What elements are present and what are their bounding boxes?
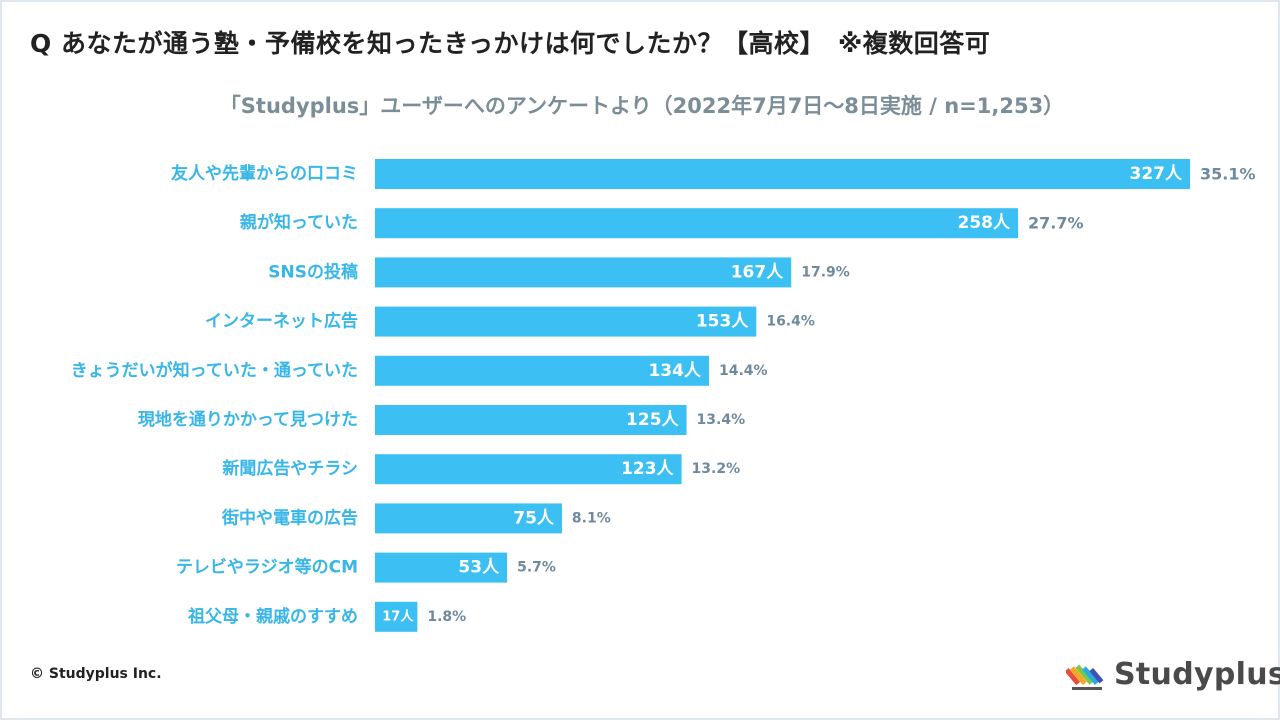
count-label: 17人 [382, 608, 414, 624]
bar [375, 257, 792, 288]
category-label: テレビやラジオ等のCM [176, 557, 358, 578]
bar [375, 405, 687, 435]
chart-subtitle: 「Studyplus」ユーザーへのアンケートより（2022年7月7日〜8日実施 … [219, 94, 1065, 118]
count-label: 123人 [621, 459, 674, 479]
category-label: SNSの投稿 [268, 261, 358, 282]
bar [375, 601, 418, 632]
category-label: 親が知っていた [240, 212, 358, 233]
bar [375, 208, 1019, 239]
percent-label: 13.4% [697, 412, 746, 428]
category-label: 街中や電車の広告 [221, 507, 358, 528]
count-label: 125人 [626, 410, 679, 430]
count-label: 75人 [513, 508, 555, 528]
count-label: 153人 [696, 312, 749, 332]
studyplus-logo: Studyplus [1066, 652, 1280, 696]
count-label: 167人 [731, 262, 784, 282]
percent-label: 13.2% [692, 461, 741, 477]
percent-label: 14.4% [719, 363, 768, 379]
category-label: 祖父母・親戚のすすめ [187, 606, 358, 627]
studyplus-logo-icon [1066, 664, 1104, 690]
bar [375, 159, 1190, 189]
percent-label: 17.9% [801, 264, 850, 280]
studyplus-logo-text: Studyplus [1114, 656, 1280, 692]
count-label: 258人 [958, 213, 1011, 233]
percent-label: 1.8% [427, 609, 466, 625]
category-label: きょうだいが知っていた・通っていた [71, 360, 358, 381]
count-label: 134人 [648, 361, 701, 381]
percent-label: 27.7% [1028, 214, 1084, 233]
bar [375, 306, 757, 337]
count-label: 327人 [1130, 164, 1183, 184]
category-label: 現地を通りかかって見つけた [138, 409, 358, 430]
bar [375, 503, 562, 534]
bar [375, 355, 709, 386]
category-label: 友人や先輩からの口コミ [171, 163, 358, 184]
category-label: インターネット広告 [205, 311, 358, 332]
percent-label: 8.1% [572, 510, 611, 526]
bar [375, 552, 508, 583]
chart-title: Q あなたが通う塾・予備校を知ったきっかけは何でしたか？【高校】 ※複数回答可 [30, 29, 991, 58]
category-label: 新聞広告やチラシ [222, 458, 358, 479]
count-label: 53人 [458, 558, 500, 578]
bar [375, 454, 682, 485]
percent-label: 5.7% [517, 560, 556, 576]
copyright-text: © Studyplus Inc. [30, 666, 162, 682]
percent-label: 35.1% [1200, 165, 1256, 184]
percent-label: 16.4% [766, 314, 815, 330]
